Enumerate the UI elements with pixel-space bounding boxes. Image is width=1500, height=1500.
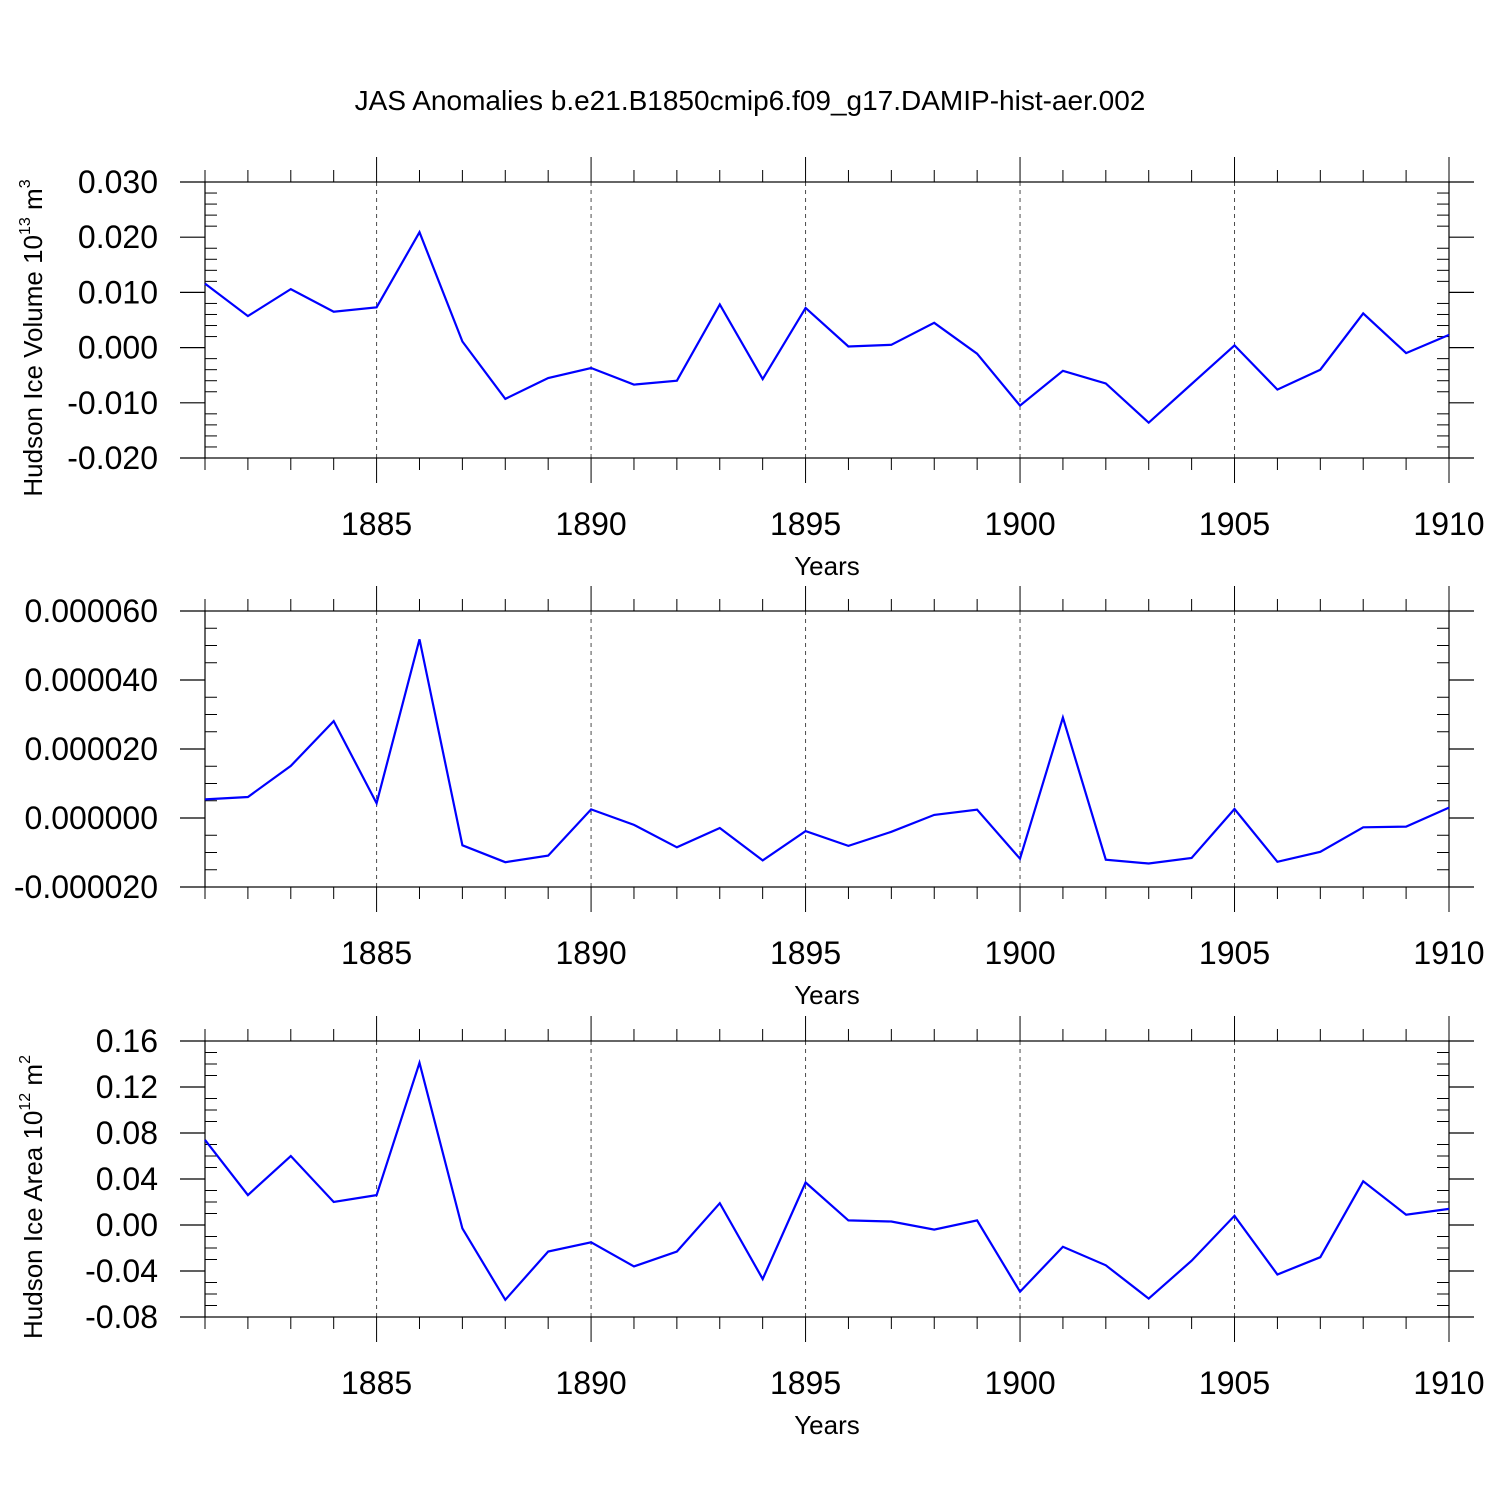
y-axis-label-text: Hudson Ice Area 10 [18, 1111, 48, 1339]
y-tick-label: -0.020 [67, 440, 158, 476]
x-tick-label: 1900 [984, 506, 1055, 542]
y-tick-label: 0.04 [96, 1161, 158, 1197]
y-tick-label: 0.030 [78, 164, 158, 200]
series-line [204, 639, 1450, 865]
x-axis-label: Years [794, 551, 860, 581]
series-line [204, 229, 1450, 425]
x-tick-label: 1895 [770, 506, 841, 542]
x-tick-label: 1885 [341, 1365, 412, 1401]
y-tick-label: 0.12 [96, 1069, 158, 1105]
y-tick-label: 0.000040 [25, 662, 158, 698]
y-axis-label-unit-exponent: 2 [17, 1055, 34, 1064]
y-tick-label: 0.000 [78, 330, 158, 366]
panel-ice-area: -0.08 -0.04 0.00 0.04 0.08 0.12 0.16 1885 1890 18… [17, 1016, 1485, 1440]
y-axis-label-unit-exponent: 3 [17, 179, 34, 188]
x-tick-label: 1890 [555, 1365, 626, 1401]
y-tick-label: -0.000020 [14, 869, 158, 905]
panel-middle: -0.000020 0.000000 0.000020 0.000040 0.00006… [14, 586, 1485, 1010]
x-tick-label: 1905 [1199, 506, 1270, 542]
x-tick-label: 1900 [984, 935, 1055, 971]
x-axis-label: Years [794, 1410, 860, 1440]
y-tick-label: -0.08 [85, 1299, 158, 1335]
x-tick-label: 1890 [555, 935, 626, 971]
y-axis-label-text: Hudson Ice Volume 10 [18, 235, 48, 497]
y-tick-label: -0.010 [67, 385, 158, 421]
figure-title: JAS Anomalies b.e21.B1850cmip6.f09_g17.D… [355, 85, 1146, 116]
y-tick-label: 0.000020 [25, 731, 158, 767]
panel-ice-volume: -0.020 -0.010 0.000 0.010 0.020 0.030 1885 1890… [17, 157, 1485, 581]
x-tick-label: 1890 [555, 506, 626, 542]
y-tick-label: -0.04 [85, 1253, 158, 1289]
y-tick-label: 0.020 [78, 219, 158, 255]
x-tick-label: 1885 [341, 935, 412, 971]
y-tick-label: 0.08 [96, 1115, 158, 1151]
y-axis-label-unit: m [18, 188, 48, 217]
y-tick-label: 0.000060 [25, 593, 158, 629]
x-tick-label: 1910 [1413, 506, 1484, 542]
y-tick-label: 0.010 [78, 274, 158, 310]
x-tick-label: 1895 [770, 935, 841, 971]
y-tick-label: 0.000000 [25, 800, 158, 836]
plot-frame [204, 181, 1450, 459]
series-line [204, 1058, 1450, 1302]
x-axis-label: Years [794, 980, 860, 1010]
x-tick-label: 1905 [1199, 935, 1270, 971]
y-axis-label-exponent: 12 [17, 1093, 34, 1111]
x-tick-label: 1910 [1413, 1365, 1484, 1401]
x-tick-label: 1885 [341, 506, 412, 542]
x-tick-label: 1895 [770, 1365, 841, 1401]
y-tick-label: 0.16 [96, 1023, 158, 1059]
y-axis-label: Hudson Ice Volume 1013 m3 [17, 179, 48, 496]
y-tick-label: 0.00 [96, 1207, 158, 1243]
x-tick-label: 1905 [1199, 1365, 1270, 1401]
plot-frame [204, 1040, 1450, 1318]
x-tick-label: 1910 [1413, 935, 1484, 971]
x-tick-label: 1900 [984, 1365, 1055, 1401]
y-axis-label-unit: m [18, 1064, 48, 1093]
y-axis-label: Hudson Ice Area 1012 m2 [17, 1055, 48, 1339]
y-axis-label-exponent: 13 [17, 217, 34, 235]
